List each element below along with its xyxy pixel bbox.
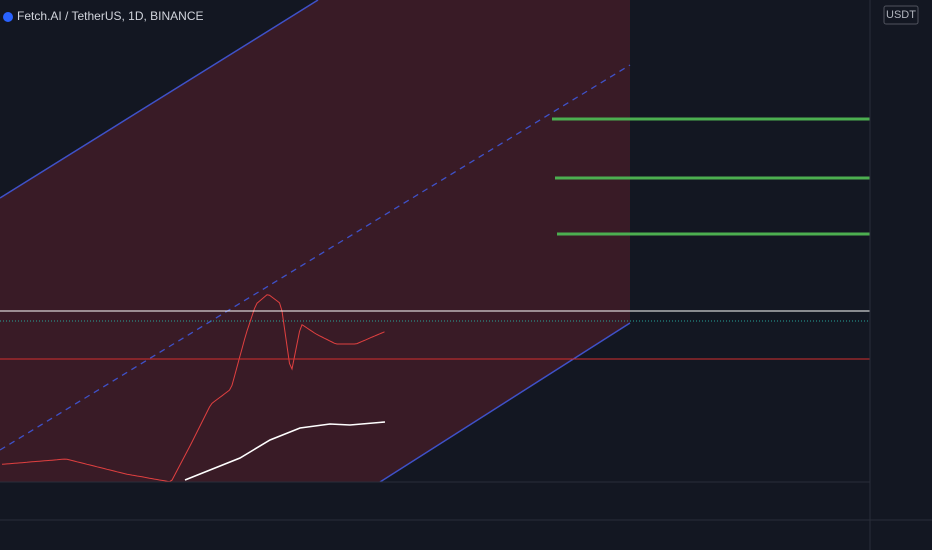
channel-fill [0,0,630,482]
channel-top [0,0,319,199]
ma-long [184,421,386,481]
currency-box[interactable] [883,5,919,25]
channel-bottom [379,322,631,483]
ma-short [1,294,385,483]
symbol-icon [3,12,13,22]
channel-mid [0,64,631,451]
symbol-title: Fetch.AI / TetherUS, 1D, BINANCE [17,9,204,23]
currency[interactable]: USDT [886,9,916,21]
